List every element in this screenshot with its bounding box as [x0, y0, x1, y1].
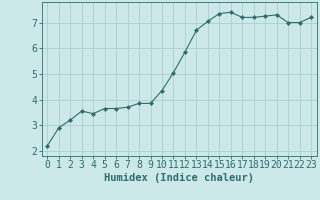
X-axis label: Humidex (Indice chaleur): Humidex (Indice chaleur)	[104, 173, 254, 183]
